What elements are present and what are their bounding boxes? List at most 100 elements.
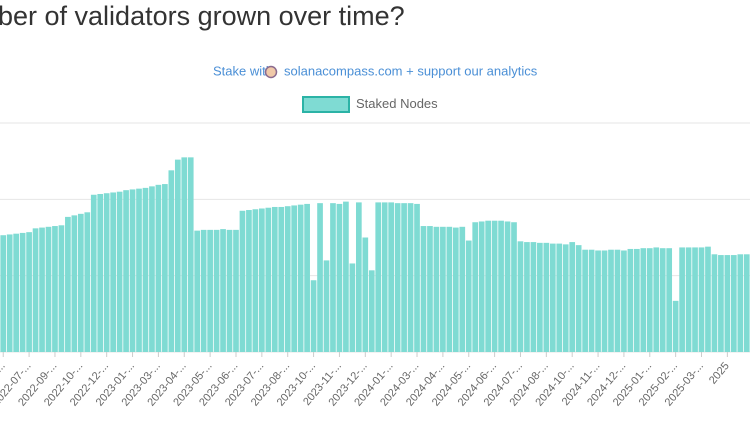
bar: [537, 242, 543, 352]
bar: [737, 254, 744, 352]
bar: [149, 186, 155, 352]
bar: [614, 249, 621, 352]
bar: [168, 170, 175, 352]
bar: [588, 249, 595, 352]
bar: [478, 221, 485, 352]
bar: [181, 157, 188, 352]
bar: [705, 246, 711, 352]
bar: [524, 242, 530, 352]
subtitle-link[interactable]: solanacompass.com + support our analytic…: [284, 63, 538, 78]
bar: [297, 204, 304, 352]
bar: [284, 206, 291, 352]
bar: [420, 226, 427, 352]
bar: [414, 203, 420, 352]
bar: [323, 260, 330, 352]
bar: [349, 263, 356, 352]
bar: [26, 232, 32, 352]
bar: [491, 220, 498, 352]
bar: [336, 203, 343, 352]
bar: [13, 233, 20, 352]
bar: [90, 194, 97, 352]
bar: [330, 203, 336, 352]
bar: [239, 210, 246, 352]
bar: [621, 250, 627, 352]
bar: [653, 247, 660, 352]
bar: [504, 221, 511, 352]
bar: [136, 188, 142, 352]
bar: [45, 226, 52, 352]
bar: [452, 227, 459, 352]
chart-title: ber of validators grown over time?: [0, 1, 405, 31]
bar: [0, 235, 7, 352]
logo-icon: [264, 65, 278, 79]
bar: [317, 203, 323, 352]
bar: [32, 228, 39, 352]
bar: [362, 237, 369, 352]
bar: [608, 249, 614, 352]
bar: [388, 202, 395, 352]
bar: [233, 229, 239, 352]
bar: [724, 255, 731, 352]
bar: [52, 226, 58, 352]
bar: [207, 229, 213, 352]
bar: [517, 241, 524, 352]
bar: [343, 201, 349, 352]
bar: [97, 193, 104, 352]
bar: [485, 220, 491, 352]
bar: [459, 226, 466, 352]
bar: [730, 255, 737, 352]
bar: [672, 300, 679, 352]
bar: [187, 157, 194, 352]
bar: [226, 229, 233, 352]
bar: [601, 250, 608, 352]
bar: [679, 247, 685, 352]
bar: [220, 229, 226, 352]
bar: [575, 245, 582, 352]
bar: [129, 189, 136, 352]
bar: [381, 202, 388, 352]
bar: [310, 280, 317, 352]
bar: [446, 226, 453, 352]
bar: [549, 243, 556, 352]
bar: [200, 229, 207, 352]
bar: [155, 184, 162, 352]
bar: [162, 184, 168, 352]
bar: [407, 203, 414, 352]
legend-label: Staked Nodes: [356, 96, 438, 111]
bar: [213, 229, 220, 352]
bar: [174, 159, 181, 352]
bar: [110, 192, 116, 352]
bar: [472, 222, 479, 352]
bar: [77, 213, 84, 352]
bar: [569, 242, 576, 352]
bar: [659, 248, 666, 352]
bar: [582, 249, 588, 352]
bar: [530, 242, 537, 352]
bar: [427, 226, 433, 352]
bar: [595, 250, 601, 352]
bar: [39, 227, 45, 352]
bar: [271, 206, 278, 352]
bar: [304, 203, 310, 352]
bar: [401, 203, 407, 352]
bar: [103, 193, 110, 352]
bar: [465, 240, 472, 352]
bar: [84, 212, 91, 352]
legend-swatch: [302, 96, 350, 113]
bar: [685, 247, 692, 352]
bar: [58, 225, 65, 352]
bar: [498, 220, 504, 352]
bar: [71, 215, 78, 352]
bar: [368, 270, 375, 352]
bar: [65, 216, 71, 352]
bar: [433, 226, 440, 352]
bar: [394, 203, 401, 352]
bar: [252, 209, 259, 352]
bar: [640, 248, 647, 352]
bar: [698, 247, 705, 352]
bar: [666, 248, 673, 352]
bar: [6, 234, 13, 352]
bar: [19, 232, 26, 352]
bar: [142, 187, 149, 352]
